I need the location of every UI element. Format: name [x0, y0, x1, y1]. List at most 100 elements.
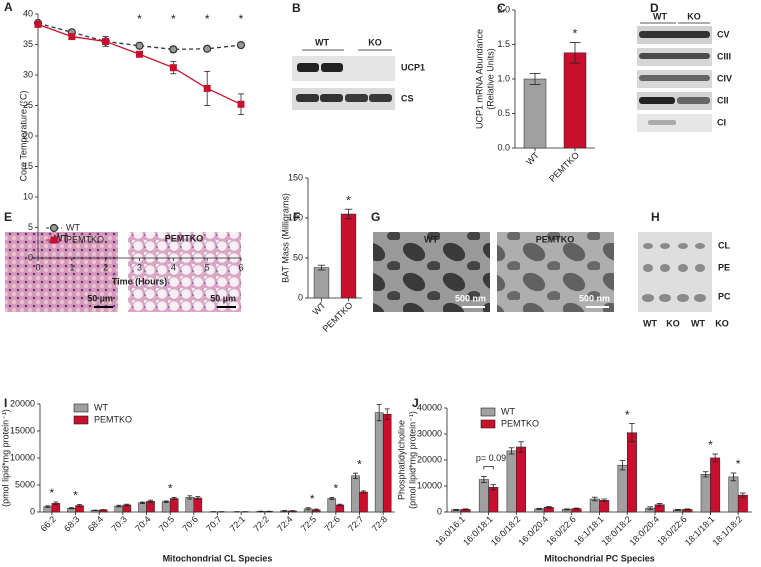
bar: [626, 432, 637, 513]
y-axis-label: (pmol lipid*mg protein⁻¹): [0, 409, 10, 507]
band-label: UCP1: [401, 62, 425, 72]
significance: *: [708, 438, 713, 452]
x-tick-label: 3: [137, 262, 142, 272]
y-tick-label: 25: [23, 100, 33, 110]
error-bar: [124, 503, 130, 507]
band: [320, 94, 343, 102]
legend-swatch: [480, 407, 496, 417]
y-tick-label: 40: [23, 8, 33, 18]
bar: [340, 213, 357, 299]
marker: [68, 33, 76, 41]
significance: *: [137, 12, 142, 26]
error-bar: [712, 453, 718, 463]
marker: [237, 100, 245, 108]
x-tick-label: 70:4: [133, 514, 152, 533]
y-tick-label: 5000: [15, 479, 35, 489]
marker: [50, 236, 58, 244]
x-tick-label: 1: [69, 262, 74, 272]
spot-label: PC: [718, 291, 731, 301]
group-label: KO: [368, 37, 382, 47]
error-bar: [675, 508, 681, 511]
error-bar: [290, 510, 295, 512]
error-bar: [518, 441, 524, 453]
bracket: [483, 465, 494, 470]
y-axis-label: BAT Mass (Milligrams): [280, 193, 290, 283]
x-tick-label: 68:3: [62, 514, 81, 533]
marker: [102, 37, 110, 45]
micrograph: [497, 232, 614, 312]
significance: *: [73, 489, 78, 503]
blot-strip: [292, 88, 395, 110]
error-bar: [702, 471, 709, 478]
x-tick-label: 6: [238, 262, 243, 272]
band: [639, 75, 710, 81]
image-label: PEMTKO: [536, 234, 575, 244]
legend-label: PEMTKO: [501, 418, 539, 428]
bar: [488, 487, 499, 513]
x-tick-label: WT: [311, 300, 328, 317]
error-bar: [453, 508, 459, 511]
error-bar: [329, 497, 335, 500]
error-bar: [591, 496, 598, 502]
scale-label: 500 nm: [579, 293, 610, 303]
panel-label: J: [412, 396, 419, 410]
tlc-h: H CL PE PC WT KO WT KO: [638, 210, 731, 328]
error-bar: [361, 490, 366, 494]
error-bar: [481, 475, 487, 484]
y-tick-label: 0: [298, 292, 303, 302]
marker: [236, 41, 246, 50]
y-tick-label: 30: [23, 69, 33, 79]
x-tick-label: WT: [524, 150, 541, 167]
blot-b: B WT KO UCP1 CS: [292, 1, 425, 110]
y-tick-label: 0: [28, 252, 33, 262]
band-label: CI: [717, 117, 726, 127]
significance: *: [573, 27, 578, 41]
error-bar: [619, 460, 626, 471]
y-tick-label: 20000: [10, 398, 35, 408]
group-label: WT: [315, 37, 329, 47]
error-bar: [171, 497, 177, 500]
error-bar: [344, 208, 353, 220]
error-bar: [305, 507, 311, 511]
bar: [374, 412, 384, 513]
y-axis-label: UCP1 mRNA Abundance: [474, 29, 484, 129]
error-bar: [730, 472, 737, 482]
bar: [710, 457, 721, 513]
y-tick-label: 1.0: [497, 73, 510, 83]
band-label: CS: [401, 93, 414, 103]
error-bar: [529, 73, 541, 85]
error-bar: [564, 508, 570, 511]
x-tick-label: PEMTKO: [321, 300, 355, 334]
x-tick-label: 72:8: [370, 514, 389, 533]
histology-e: E WT PEMTKO 50 µm 50 µm: [4, 210, 241, 312]
band: [639, 97, 675, 104]
significance: *: [357, 457, 362, 471]
bar: [146, 500, 155, 513]
error-bar: [656, 503, 663, 507]
error-bar: [740, 492, 746, 498]
band: [297, 63, 319, 72]
scale-label: 500 nm: [455, 293, 486, 303]
panel-label: I: [4, 396, 7, 410]
error-bar: [45, 505, 51, 508]
bar: [382, 414, 392, 513]
y-tick-label: 15000: [10, 425, 35, 435]
error-bar: [317, 264, 326, 271]
bar: [599, 500, 610, 513]
bar: [185, 497, 195, 513]
panel-label: G: [371, 210, 380, 224]
y-tick-label: 20: [23, 130, 33, 140]
bar: [327, 498, 337, 513]
significance: *: [49, 486, 54, 500]
y-tick-label: 10000: [417, 480, 442, 490]
x-tick-label: 72:1: [228, 514, 247, 533]
significance: *: [310, 492, 315, 506]
y-tick-label: 15: [23, 161, 33, 171]
band: [345, 94, 368, 102]
y-tick-label: 2.0: [497, 4, 510, 14]
panel-label: B: [292, 1, 301, 15]
x-tick-label: 4: [171, 262, 176, 272]
y-tick-label: 5: [28, 222, 33, 232]
legend-label: WT: [94, 402, 108, 412]
band: [648, 120, 676, 125]
